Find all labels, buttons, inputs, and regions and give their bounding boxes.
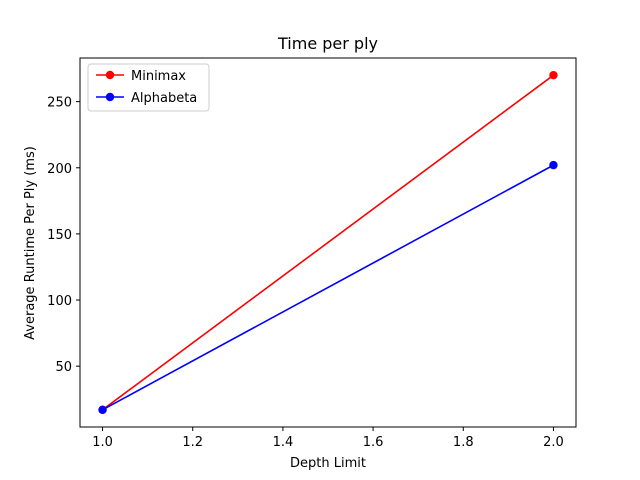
x-tick-label: 1.4 xyxy=(273,435,294,450)
y-tick-label: 50 xyxy=(55,360,72,375)
legend-swatch-marker xyxy=(105,92,115,102)
series-line-minimax xyxy=(102,74,554,411)
series-line-alphabeta xyxy=(102,164,554,411)
x-tick-label: 1.8 xyxy=(453,435,474,450)
chart-title: Time per ply xyxy=(277,34,378,53)
legend-swatch-marker xyxy=(105,70,115,80)
data-point-alphabeta xyxy=(98,405,107,415)
data-point-minimax xyxy=(549,70,558,80)
x-tick-label: 1.6 xyxy=(363,435,384,450)
x-tick-label: 1.2 xyxy=(182,435,203,450)
legend-label: Alphabeta xyxy=(131,91,197,106)
x-axis-title: Depth Limit xyxy=(290,456,366,471)
x-tick-label: 2.0 xyxy=(543,435,564,450)
y-tick-label: 100 xyxy=(47,294,72,309)
y-tick-label: 250 xyxy=(47,96,72,111)
plot-frame xyxy=(79,57,577,428)
y-axis-title: Average Runtime Per Ply (ms) xyxy=(23,146,38,340)
legend-label: Minimax xyxy=(131,69,186,84)
data-point-alphabeta xyxy=(549,160,558,170)
y-tick-label: 200 xyxy=(47,162,72,177)
x-tick-label: 1.0 xyxy=(92,435,113,450)
y-tick-label: 150 xyxy=(47,228,72,243)
